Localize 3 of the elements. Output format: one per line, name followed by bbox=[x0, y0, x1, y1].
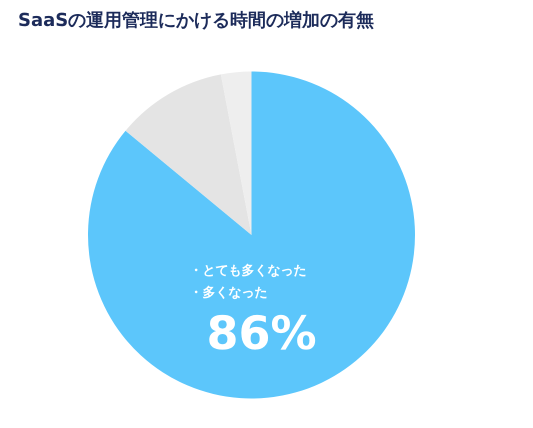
slice-label: ・とても多くなった・多くなった bbox=[190, 263, 306, 300]
chart-title: SaaSの運用管理にかける時間の増加の有無 bbox=[18, 9, 374, 32]
data-label: 86% bbox=[206, 306, 317, 360]
